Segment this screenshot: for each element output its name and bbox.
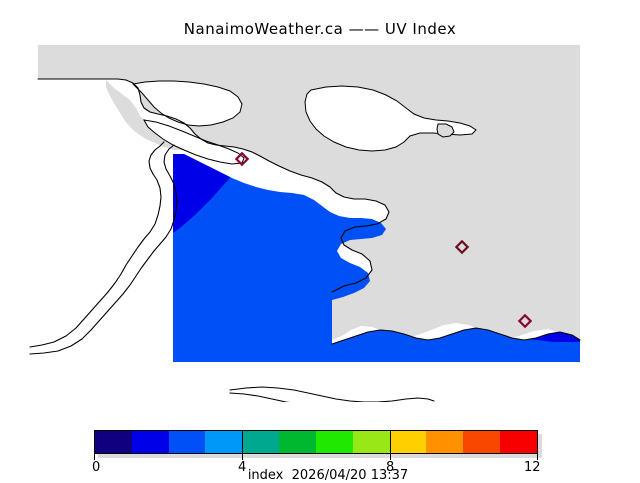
- station-marker-layer[interactable]: [234, 151, 533, 329]
- colorbar-segment: [131, 431, 169, 453]
- station-marker[interactable]: [517, 313, 533, 329]
- colorbar-tick: [537, 430, 538, 460]
- station-marker[interactable]: [234, 151, 250, 167]
- mainland-landmass: [38, 45, 580, 342]
- colorbar-segment: [95, 431, 132, 453]
- colorbar-segment: [315, 431, 353, 453]
- vancouver-island-west-coast-inner: [29, 144, 178, 355]
- northeast-sound-hook: [436, 123, 455, 138]
- secondary-inlet: [143, 119, 245, 165]
- station-marker[interactable]: [454, 239, 470, 255]
- colorbar-tick-label: 12: [524, 460, 541, 475]
- map-canvas[interactable]: [14, 42, 626, 402]
- colorbar-segment: [279, 431, 316, 453]
- colorbar-tick: [390, 430, 391, 460]
- colorbar-segment: [352, 431, 390, 453]
- map-panel[interactable]: [14, 42, 626, 402]
- colorbar-tick-label: 8: [386, 460, 395, 475]
- colorbar-segment: [500, 431, 537, 453]
- colorbar-segment: [426, 431, 464, 453]
- colorbar-tick-label: 4: [238, 460, 247, 475]
- mainland-coastline: [37, 78, 390, 293]
- inland-water-layer: [131, 80, 477, 165]
- colorbar-tick-label: 0: [92, 460, 101, 475]
- colorbar-tick: [94, 430, 95, 460]
- colorbar-caption: index 2026/04/20 13:37: [247, 468, 409, 483]
- colorbar-tick: [242, 430, 243, 460]
- colorbar-area: 0 4 8 12 index 2026/04/20 13:37: [0, 424, 640, 483]
- colorbar-ticks: 0 4 8 12: [92, 430, 541, 475]
- olympic-peninsula-outline-south: [229, 392, 290, 402]
- olympic-peninsula-outline: [229, 386, 435, 402]
- colorbar[interactable]: [94, 430, 538, 454]
- northwest-inlet: [131, 80, 243, 127]
- vancouver-island-west-coast: [29, 141, 165, 348]
- page-title: NanaimoWeather.ca —— UV Index: [183, 20, 457, 38]
- coastline-layer: [29, 78, 581, 402]
- colorbar-segment: [463, 431, 501, 453]
- colorbar-segment: [205, 431, 243, 453]
- colorbar-segment: [389, 431, 427, 453]
- southeast-coastline: [331, 327, 581, 345]
- colorbar-segment: [242, 431, 280, 453]
- colorbar-segment: [168, 431, 206, 453]
